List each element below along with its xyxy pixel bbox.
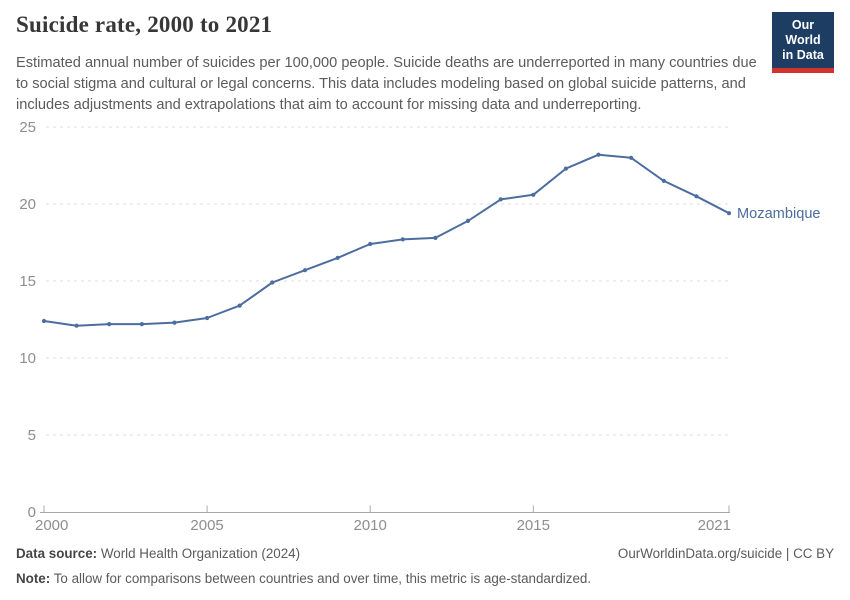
- chart-footer: Data source: World Health Organization (…: [16, 545, 834, 588]
- data-point: [596, 152, 601, 157]
- y-tick-label: 10: [19, 350, 36, 367]
- data-point: [74, 323, 79, 328]
- data-point: [335, 255, 340, 260]
- y-tick-label: 0: [28, 504, 36, 521]
- data-point: [726, 211, 732, 216]
- chart-subtitle: Estimated annual number of suicides per …: [16, 55, 757, 113]
- data-source-label: Data source:: [16, 546, 98, 561]
- data-point: [531, 192, 536, 197]
- series-label-mozambique: Mozambique: [737, 206, 821, 222]
- line-chart: 0 5 10 15 20 25 2000 2005 2010 2015 2021 Mozambique: [19, 119, 821, 534]
- data-point: [368, 241, 373, 247]
- x-tick-label: 2021: [698, 517, 731, 534]
- data-point: [465, 218, 471, 223]
- y-tick-label: 5: [28, 427, 36, 444]
- data-point: [41, 318, 47, 324]
- data-point: [694, 194, 699, 199]
- page-title: Suicide rate, 2000 to 2021: [16, 12, 273, 37]
- data-point: [270, 280, 275, 285]
- data-point: [629, 155, 634, 160]
- note-label: Note:: [16, 571, 51, 587]
- data-point: [139, 322, 144, 327]
- data-source-text: World Health Organization (2024): [100, 546, 301, 561]
- x-tick-label: 2015: [517, 517, 550, 534]
- data-point: [302, 268, 308, 273]
- x-tick-label: 2000: [35, 517, 68, 534]
- note-text: To allow for comparisons between countri…: [53, 571, 592, 587]
- owid-logo-line2: in Data: [782, 47, 824, 62]
- data-point: [107, 322, 112, 327]
- data-point: [563, 166, 569, 171]
- data-point: [400, 237, 405, 242]
- data-source: Data source: World Health Organization (…: [16, 545, 300, 563]
- y-tick-label: 25: [19, 119, 36, 136]
- owid-logo: Our World in Data: [772, 12, 834, 74]
- data-point: [498, 197, 503, 202]
- data-point: [433, 235, 438, 240]
- owid-logo-line1: Our World: [785, 18, 821, 47]
- note: Note: To allow for comparisons between c…: [16, 570, 834, 588]
- data-point: [205, 315, 210, 321]
- data-point: [172, 320, 177, 325]
- x-tick-label: 2010: [354, 517, 387, 534]
- y-tick-label: 20: [19, 196, 36, 213]
- x-tick-label: 2005: [190, 517, 223, 534]
- data-point: [661, 178, 666, 183]
- attribution-link[interactable]: OurWorldinData.org/suicide | CC BY: [617, 546, 834, 561]
- series-line-mozambique: [43, 153, 730, 327]
- data-point: [237, 303, 242, 308]
- y-tick-label: 15: [19, 273, 36, 290]
